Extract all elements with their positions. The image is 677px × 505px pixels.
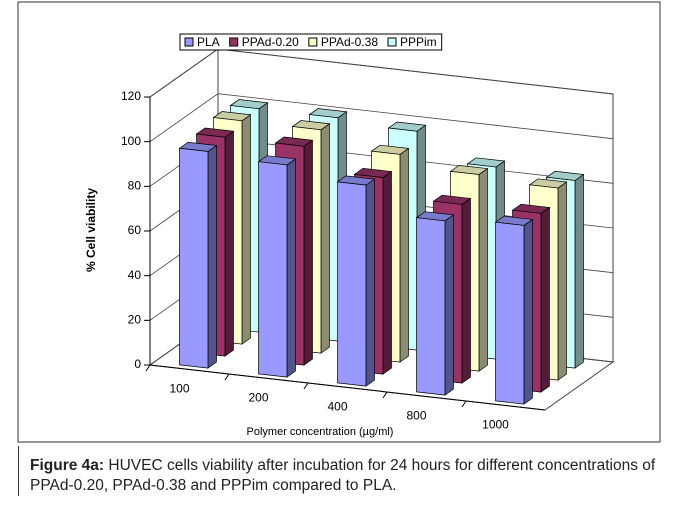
x-tick <box>224 373 230 381</box>
bar <box>415 211 455 396</box>
x-tick <box>461 400 467 408</box>
y-tick-label: 100 <box>121 134 141 148</box>
x-tick-label: 1000 <box>482 418 509 432</box>
y-axis-title: % Cell viability <box>84 188 98 272</box>
bar-right-face <box>207 144 217 369</box>
bar <box>178 141 218 369</box>
bar-front-face <box>179 147 209 369</box>
x-tick-label: 400 <box>327 400 347 414</box>
grid-line <box>149 93 614 142</box>
y-tick-label: 80 <box>128 179 142 193</box>
caption-label: Figure 4a: <box>30 457 105 474</box>
chart: % Cell viability Polymer concentration (… <box>17 1 661 443</box>
legend-label: PPAd-0.20 <box>242 35 299 49</box>
x-tick <box>382 391 388 399</box>
x-tick-label: 200 <box>248 391 268 405</box>
legend-swatch <box>387 37 397 47</box>
bar-right-face <box>461 197 471 384</box>
x-tick <box>303 382 309 390</box>
legend-swatch <box>229 37 239 47</box>
legend-label: PPAd-0.38 <box>321 35 378 49</box>
x-axis <box>149 364 546 411</box>
legend-swatch <box>308 37 318 47</box>
bar-right-face <box>444 214 454 396</box>
legend-label: PLA <box>197 35 220 49</box>
caption-text: HUVEC cells viability after incubation f… <box>30 457 656 494</box>
bar-right-face <box>320 123 330 354</box>
x-tick-label: 800 <box>406 409 426 423</box>
bar-front-face <box>495 221 525 405</box>
bar-right-face <box>365 178 375 387</box>
bar <box>494 215 534 405</box>
bar-front-face <box>337 181 367 387</box>
caption-rule <box>18 446 19 496</box>
bar-right-face <box>540 206 550 393</box>
x-tick <box>145 364 151 372</box>
legend-swatch <box>184 37 194 47</box>
y-tick-label: 40 <box>128 268 142 282</box>
bar-front-face <box>416 217 446 396</box>
bar-right-face <box>399 147 409 363</box>
bar-right-face <box>241 114 251 345</box>
bar-right-face <box>574 173 584 369</box>
bar-right-face <box>557 181 567 381</box>
bar <box>257 155 297 378</box>
bar-right-face <box>382 170 392 375</box>
x-tick-label: 100 <box>169 382 189 396</box>
y-tick-label: 20 <box>128 313 142 327</box>
x-axis-title: Polymer concentration (µg/ml) <box>247 426 394 438</box>
bar-right-face <box>523 218 533 405</box>
bar-right-face <box>478 167 488 372</box>
bar-front-face <box>258 161 288 378</box>
caption: Figure 4a: HUVEC cells viability after i… <box>30 456 660 496</box>
bar-right-face <box>224 130 234 357</box>
y-tick-label: 60 <box>128 223 142 237</box>
bar-right-face <box>286 158 296 378</box>
y-tick-label: 0 <box>134 357 141 371</box>
legend: PLA PPAd-0.20 PPAd-0.38 PPPim <box>179 33 443 51</box>
bar-right-face <box>303 139 313 366</box>
legend-label: PPPim <box>400 35 437 49</box>
chart-frame <box>17 1 661 443</box>
bar <box>336 175 376 387</box>
y-tick-label: 120 <box>121 89 141 103</box>
